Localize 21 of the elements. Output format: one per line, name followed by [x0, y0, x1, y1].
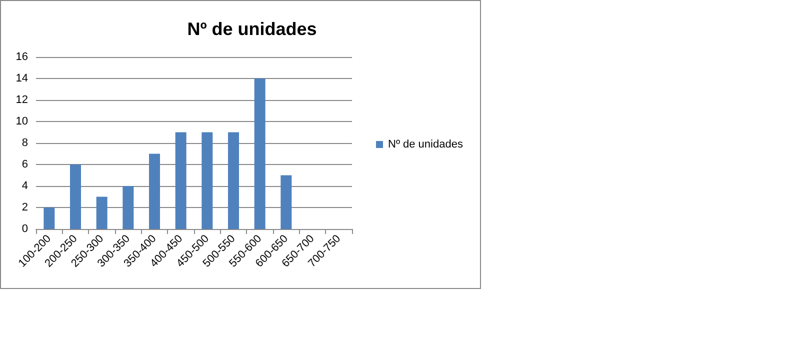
bar — [175, 132, 186, 229]
chart-title: Nº de unidades — [187, 19, 317, 39]
bar — [149, 154, 160, 229]
bar — [254, 78, 266, 229]
bar — [202, 132, 213, 229]
bar — [228, 132, 239, 229]
y-tick-label: 10 — [16, 116, 28, 128]
y-tick-label: 8 — [22, 137, 28, 149]
bar — [96, 196, 108, 229]
bar — [70, 164, 81, 229]
y-tick-label: 4 — [22, 180, 28, 192]
legend-label: Nº de unidades — [388, 138, 464, 150]
bar — [44, 208, 55, 229]
y-tick-label: 14 — [16, 72, 28, 84]
y-tick-label: 0 — [22, 223, 28, 235]
y-tick-label: 6 — [22, 158, 28, 170]
bar — [280, 175, 292, 229]
y-tick-label: 16 — [16, 51, 28, 63]
y-tick-label: 2 — [22, 202, 28, 214]
y-tick-label: 12 — [16, 94, 28, 106]
bar — [122, 186, 134, 229]
